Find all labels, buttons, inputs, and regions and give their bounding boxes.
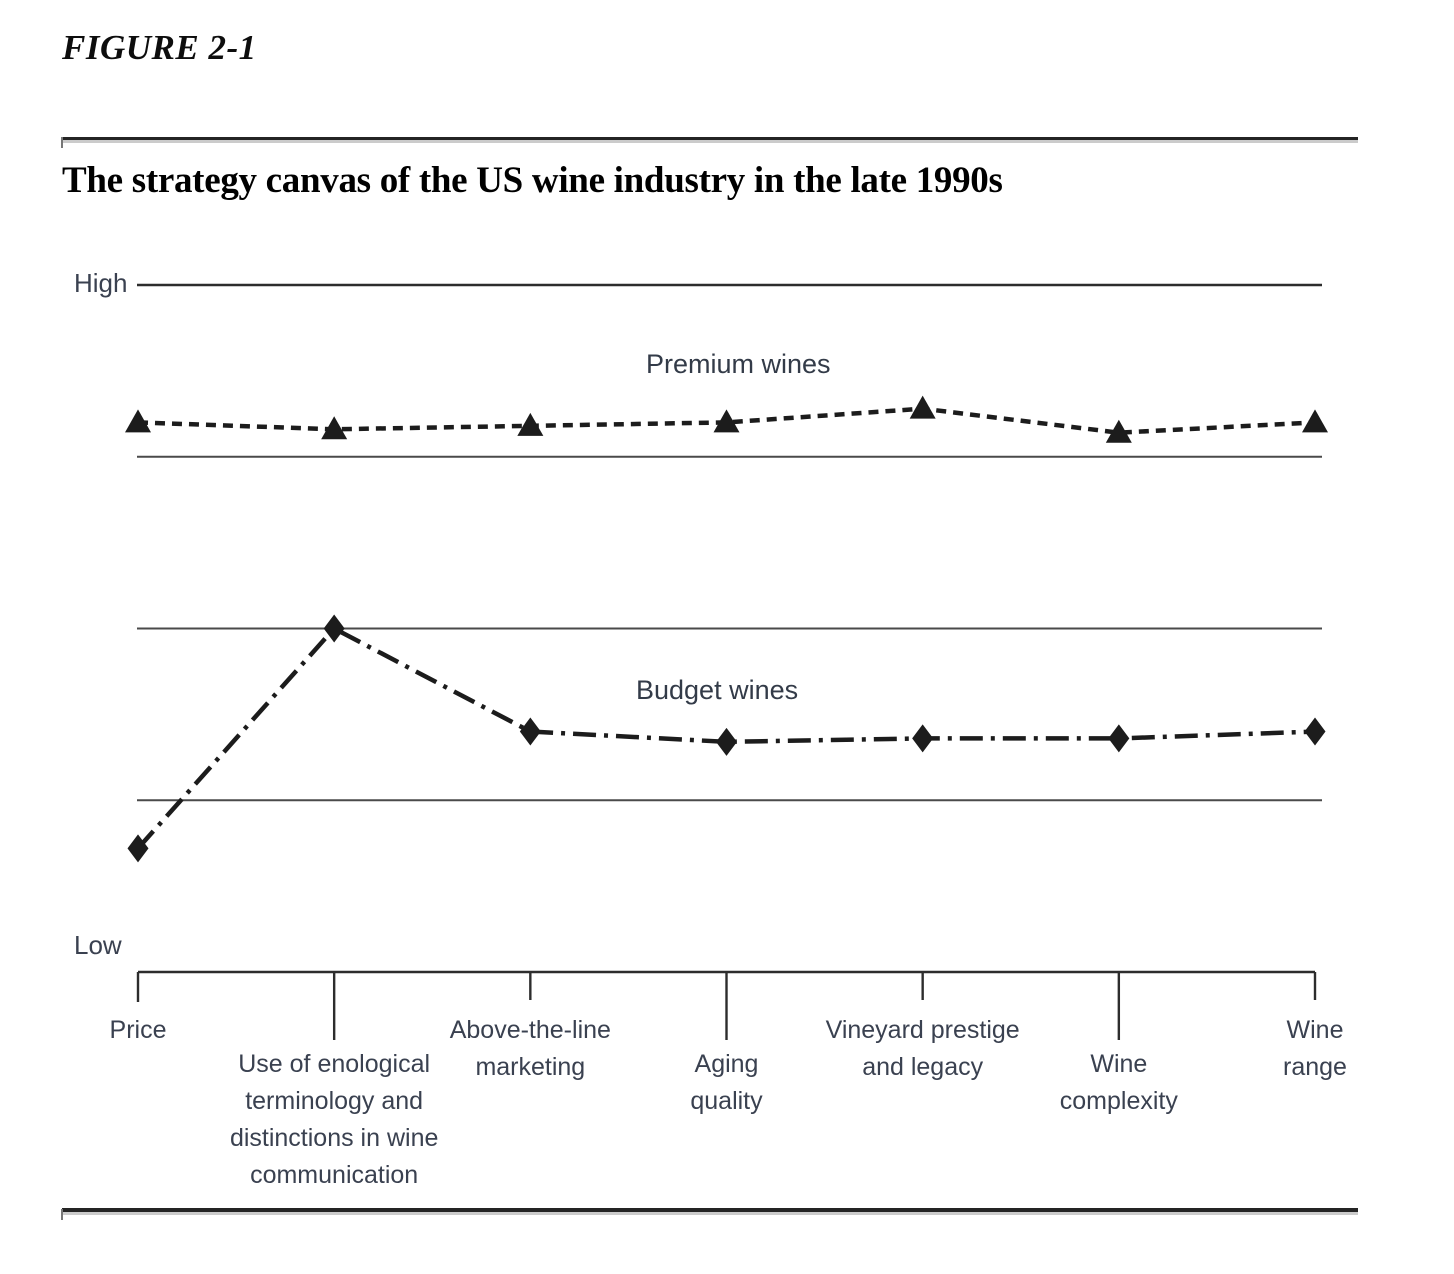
bottom-divider-rule (61, 1208, 1358, 1220)
x-axis-label-enological-terminology: Use of enological terminology and distin… (229, 1050, 439, 1189)
x-axis-label-vineyard-prestige: Vineyard prestige and legacy (825, 1016, 1020, 1081)
x-axis-label-wine-complexity: Wine complexity (1059, 1050, 1178, 1115)
y-axis-low-label: Low (74, 930, 122, 960)
x-axis-label-above-the-line-marketing: Above-the-line marketing (449, 1016, 611, 1081)
figure-title: The strategy canvas of the US wine indus… (62, 160, 1003, 201)
x-axis-label-aging-quality: Aging quality (690, 1050, 763, 1115)
premium-wines-series-label: Premium wines (646, 349, 831, 379)
x-axis-label-wine-range: Wine range (1283, 1016, 1347, 1081)
figure-number-label: FIGURE 2-1 (62, 28, 257, 67)
x-axis-label-price: Price (109, 1016, 167, 1044)
budget-wines-series-label: Budget wines (636, 675, 799, 705)
y-axis-high-label: High (74, 268, 128, 298)
top-divider-rule (61, 137, 1358, 148)
